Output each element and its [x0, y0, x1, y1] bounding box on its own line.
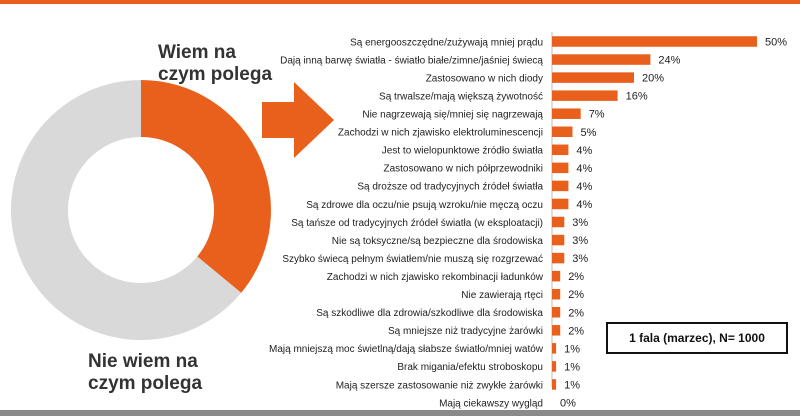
bar-category-label: Zastosowano w nich półprzewodniki — [383, 164, 543, 175]
bar-value-label: 1% — [564, 379, 580, 391]
bar-value-label: 2% — [568, 307, 584, 319]
bar — [552, 288, 561, 300]
bar-value-label: 4% — [576, 163, 592, 175]
bar — [552, 180, 569, 192]
bar-category-label: Dają inną barwę światła - światło białe/… — [280, 55, 543, 66]
bar-value-label: 3% — [572, 217, 588, 229]
bar-chart: Są energooszczędne/zużywają mniej prądu 5… — [269, 32, 787, 416]
bar-value-label: 4% — [576, 181, 592, 193]
donut-chart — [10, 80, 271, 340]
bar-value-label: 5% — [581, 127, 597, 139]
bar — [552, 325, 561, 336]
bar — [552, 162, 569, 174]
bar-category-label: Mają ciekawszy wygląd — [439, 398, 543, 409]
bar — [552, 144, 569, 156]
bar-category-label: Jest to wielopunktowe źródło światła — [382, 146, 544, 157]
bar-value-label: 2% — [568, 271, 584, 283]
bar-category-label: Nie zawierają rtęci — [461, 290, 543, 301]
bar — [552, 270, 561, 282]
bar-value-label: 7% — [589, 109, 605, 121]
bar-value-label: 2% — [568, 289, 584, 301]
bottom-rule — [0, 410, 800, 416]
bar — [552, 216, 565, 228]
bar — [552, 252, 565, 264]
bar-category-label: Zachodzi w nich zjawisko elektroluminesc… — [338, 128, 543, 139]
bar-category-label: Są energooszczędne/zużywają mniej prądu — [350, 37, 543, 48]
arrow-icon — [262, 82, 334, 158]
bar — [552, 72, 634, 83]
bar — [552, 90, 618, 101]
bar — [552, 54, 651, 65]
bar — [552, 307, 561, 318]
bar-category-label: Są trwalsze/mają większą żywotność — [379, 91, 543, 102]
donut-slice-know — [141, 80, 271, 293]
bar — [552, 108, 581, 119]
bar-value-label: 16% — [626, 91, 648, 103]
bar-category-label: Są mniejsze niż tradycyjne żarówki — [388, 326, 543, 337]
bar-value-label: 3% — [572, 235, 588, 247]
bar-category-label: Są zdrowe dla oczu/nie psują wzroku/nie … — [306, 200, 543, 211]
bar-category-label: Nie nagrzewają się/mniej się nagrzewają — [362, 110, 543, 121]
top-accent-rule — [0, 0, 800, 4]
bar-category-label: Zastosowano w nich diody — [426, 73, 543, 84]
bar-value-label: 4% — [576, 199, 592, 211]
bar-value-label: 4% — [576, 145, 592, 157]
bar-category-label: Mają mniejszą moc świetlną/dają słabsze … — [269, 344, 544, 355]
bar — [552, 343, 557, 354]
bar — [552, 126, 573, 137]
donut-slice-dont-know — [10, 80, 242, 340]
bar-category-label: Mają szersze zastosowanie niż zwykłe żar… — [336, 380, 543, 391]
bar-category-label: Są droższe od tradycyjnych źródeł światł… — [357, 182, 543, 193]
bar — [552, 361, 557, 372]
bar-value-label: 24% — [658, 55, 680, 67]
bar-category-label: Są szkodliwe dla zdrowia/szkodliwe dla ś… — [316, 308, 543, 319]
bar — [552, 379, 557, 390]
bar-category-label: Nie są toksyczne/są bezpieczne dla środo… — [332, 236, 544, 247]
donut-label-dont-know: Nie wiem na czym polega — [88, 351, 203, 394]
bar-category-label: Szybko świecą pełnym światłem/nie muszą … — [282, 254, 543, 265]
bar-value-label: 3% — [572, 253, 588, 265]
donut-label-know: Wiem na czym polega — [158, 42, 273, 85]
bar-value-label: 20% — [642, 73, 664, 85]
bar-value-label: 1% — [564, 361, 580, 373]
bar — [552, 234, 565, 246]
sample-note: 1 fala (marzec), N= 1000 — [606, 322, 788, 354]
bar-value-label: 2% — [568, 325, 584, 337]
bar-category-label: Zachodzi w nich zjawisko rekombinacji ła… — [327, 272, 544, 283]
bar-value-label: 0% — [560, 398, 576, 410]
bar-category-label: Są tańsze od tradycyjnych źródeł światła… — [291, 218, 543, 229]
bar — [552, 36, 757, 47]
bar-category-label: Brak migania/efektu stroboskopu — [397, 362, 543, 373]
bar-value-label: 50% — [765, 37, 787, 49]
bar — [552, 198, 569, 210]
bar-value-label: 1% — [564, 343, 580, 355]
